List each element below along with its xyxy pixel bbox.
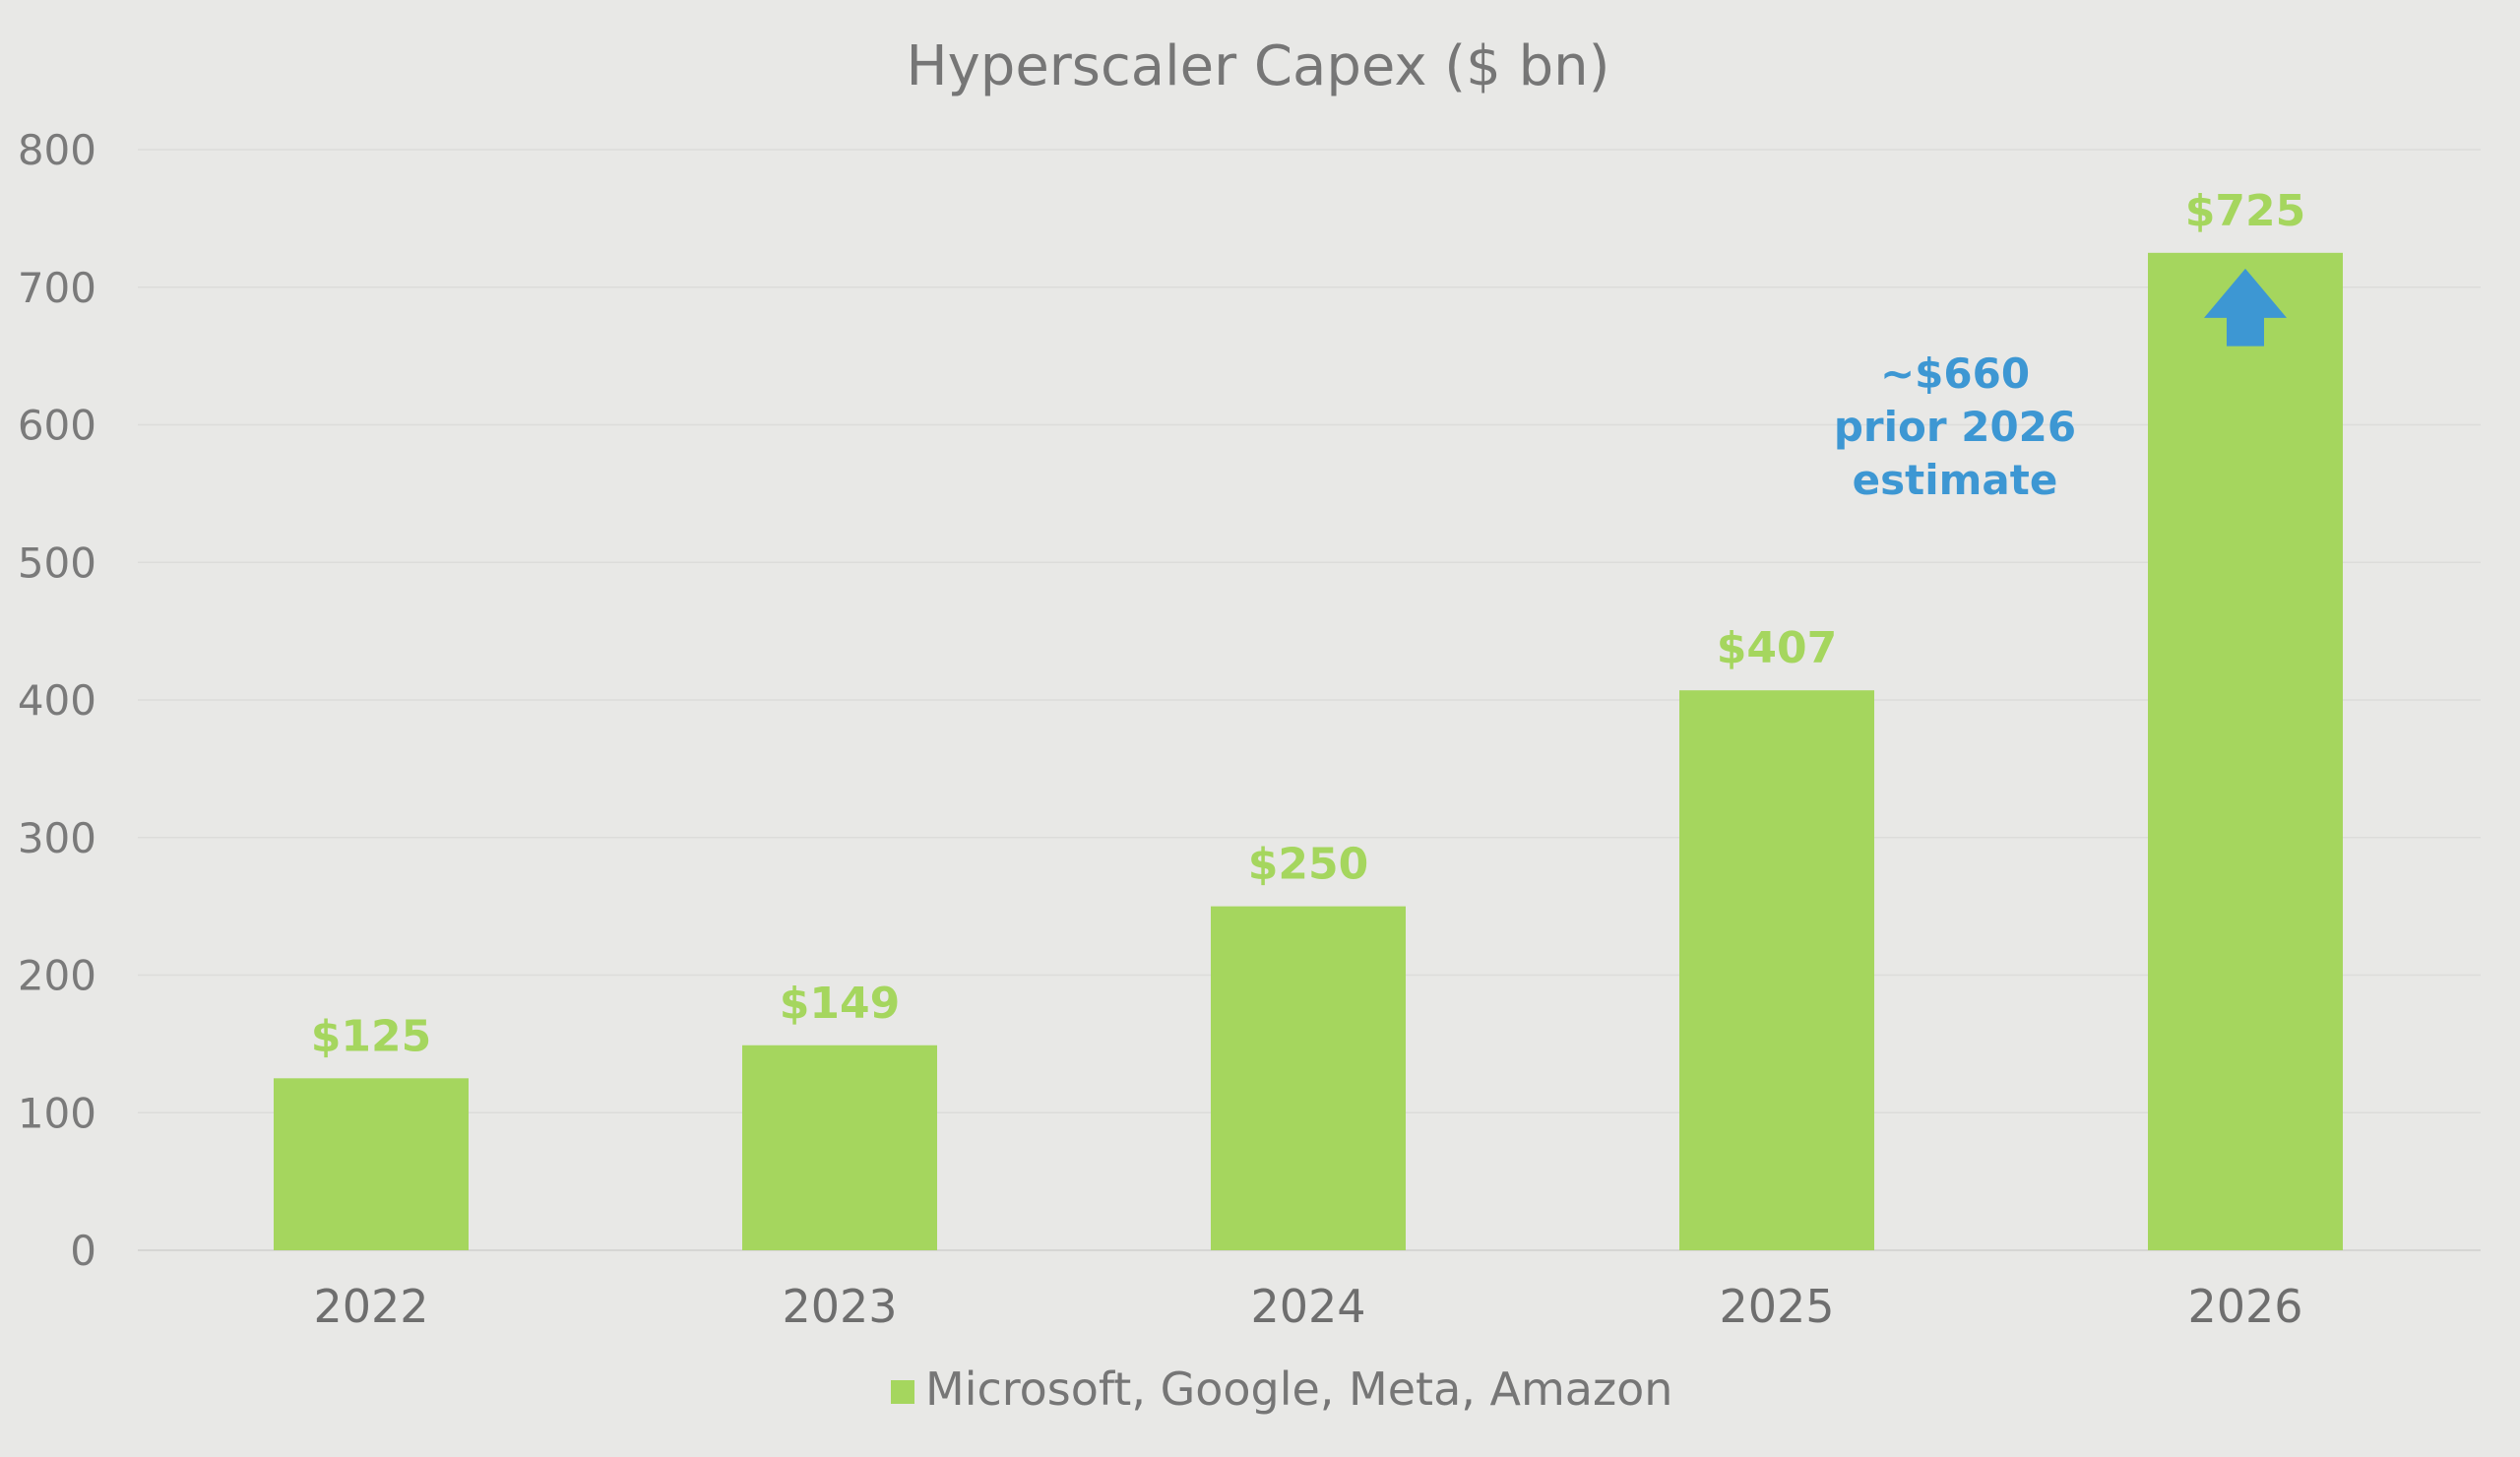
annotation-line: estimate <box>1853 456 2058 504</box>
data-label: $725 <box>2185 186 2305 236</box>
data-label: $407 <box>1717 623 1837 673</box>
x-tick-label: 2022 <box>313 1280 428 1333</box>
bar <box>1679 690 1874 1250</box>
data-label: $149 <box>780 979 900 1029</box>
data-label: $250 <box>1248 840 1368 890</box>
bar <box>2148 252 2343 1250</box>
y-tick-label: 300 <box>18 814 96 862</box>
y-tick-label: 600 <box>18 402 96 450</box>
chart-title: Hyperscaler Capex ($ bn) <box>907 34 1610 98</box>
y-tick-label: 0 <box>70 1227 96 1275</box>
legend-swatch <box>891 1380 914 1404</box>
x-tick-label: 2023 <box>782 1280 897 1333</box>
y-tick-label: 800 <box>18 126 96 174</box>
annotation: ~$660 prior 2026 estimate <box>1834 268 2287 504</box>
x-tick-label: 2024 <box>1250 1280 1365 1333</box>
y-tick-label: 500 <box>18 538 96 587</box>
y-axis-ticks: 0 100 200 300 400 500 600 700 800 <box>18 126 96 1275</box>
bars <box>274 252 2343 1250</box>
legend: Microsoft, Google, Meta, Amazon <box>891 1362 1672 1416</box>
x-axis-ticks: 2022 2023 2024 2025 2026 <box>313 1280 2302 1333</box>
data-labels: $125 $149 $250 $407 $725 <box>311 186 2305 1062</box>
y-tick-label: 700 <box>18 264 96 312</box>
y-tick-label: 100 <box>18 1089 96 1137</box>
annotation-line: ~$660 <box>1880 349 2030 398</box>
y-tick-label: 200 <box>18 952 96 1000</box>
data-label: $125 <box>311 1011 431 1061</box>
legend-label: Microsoft, Google, Meta, Amazon <box>925 1362 1672 1416</box>
x-tick-label: 2025 <box>1719 1280 1834 1333</box>
bar <box>742 1045 937 1250</box>
gridlines <box>138 149 2481 1251</box>
up-arrow-icon <box>2204 268 2287 347</box>
y-tick-label: 400 <box>18 676 96 725</box>
bar <box>1211 906 1406 1250</box>
x-tick-label: 2026 <box>2187 1280 2302 1333</box>
bar <box>274 1078 469 1250</box>
annotation-line: prior 2026 <box>1834 403 2076 451</box>
